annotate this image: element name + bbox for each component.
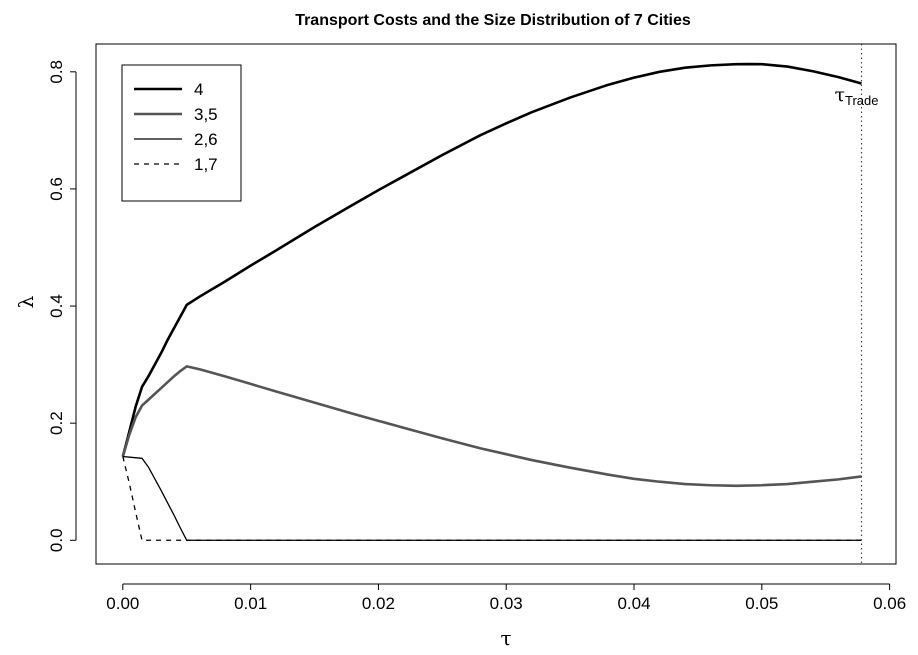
y-tick-label: 0.8 [47, 60, 66, 84]
y-tick-label: 0.4 [47, 294, 66, 318]
x-tick-label: 0.01 [234, 594, 267, 613]
x-tick-label: 0.02 [362, 594, 395, 613]
y-axis: 0.0 0.2 0.4 0.6 0.8 [47, 60, 77, 552]
y-axis-label: λ [14, 295, 38, 308]
x-axis: 0.00 0.01 0.02 0.03 0.04 0.05 0.06 [106, 583, 906, 613]
series-line-4 [122, 456, 862, 541]
chart-title: Transport Costs and the Size Distributio… [295, 12, 691, 29]
legend-label-3: 2,6 [194, 130, 218, 149]
x-tick-label: 0.03 [490, 594, 523, 613]
legend-items: 4 3,5 2,6 1,7 [134, 80, 218, 174]
series-line-1 [121, 62, 862, 457]
legend-label-2: 3,5 [194, 105, 218, 124]
y-tick-label: 0.0 [47, 528, 66, 552]
annotation-layer: τTrade [834, 44, 878, 564]
x-tick-label: 0.04 [617, 594, 650, 613]
legend-label-4: 1,7 [194, 155, 218, 174]
x-tick-label: 0.05 [745, 594, 778, 613]
legend-box [121, 64, 242, 202]
x-tick-label: 0.00 [106, 594, 139, 613]
series-line-3 [122, 455, 862, 541]
x-tick-label: 0.06 [873, 594, 906, 613]
x-axis-label: τ [500, 626, 511, 650]
plot-frame [95, 43, 897, 565]
y-tick-label: 0.2 [47, 411, 66, 435]
tau-trade-label: τTrade [834, 84, 878, 108]
y-tick-label: 0.6 [47, 177, 66, 201]
series-layer [121, 62, 862, 541]
tau-trade-subscript: Trade [845, 93, 878, 108]
legend: 4 3,5 2,6 1,7 [121, 64, 242, 202]
series-line-2 [121, 365, 862, 488]
legend-label-1: 4 [194, 80, 203, 99]
